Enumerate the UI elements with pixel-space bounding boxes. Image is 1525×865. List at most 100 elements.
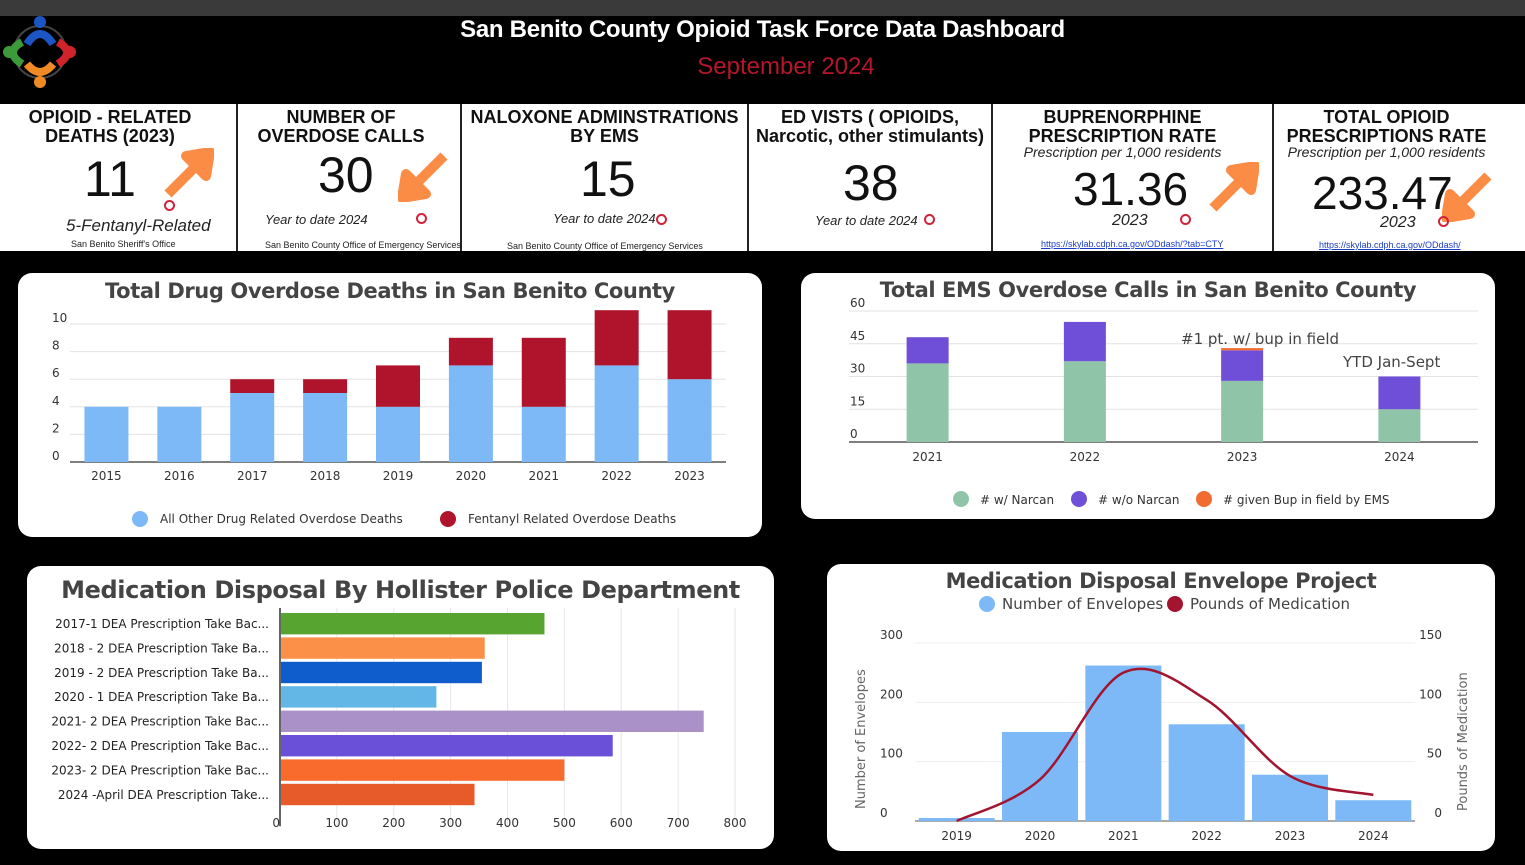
y-tick-label: 0 [52, 449, 60, 463]
chart-title: Medication Disposal By Hollister Police … [61, 576, 740, 604]
bar-other [667, 379, 712, 462]
bar-envelopes [1085, 665, 1162, 821]
info-dot-icon[interactable] [656, 214, 667, 225]
x-tick-label: 600 [610, 816, 633, 830]
info-dot-icon[interactable] [1180, 214, 1191, 225]
bar-other [303, 393, 348, 462]
y-category-label: 2020 - 1 DEA Prescription Take Ba... [54, 690, 269, 704]
y-tick-label: 200 [880, 687, 903, 701]
y-tick-label: 10 [52, 311, 67, 325]
x-tick-label: 2023 [674, 469, 705, 483]
bar-fentanyl [303, 379, 348, 393]
kpi-sublabel: Prescription per 1,000 residents [1023, 144, 1222, 160]
x-tick-label: 2021 [1108, 829, 1139, 843]
bar [281, 735, 613, 757]
trend-down-arrow-icon [398, 152, 448, 202]
annotation-ytd: YTD Jan-Sept [1342, 353, 1440, 371]
trend-down-arrow-icon [1442, 172, 1492, 222]
kpi-total-opioid: TOTAL OPIOID PRESCRIPTIONS RATE Prescrip… [1274, 104, 1525, 251]
bar-segment-2 [1221, 348, 1264, 351]
legend-label: Fentanyl Related Overdose Deaths [468, 512, 676, 526]
x-tick-label: 300 [439, 816, 462, 830]
kpi-note: Year to date 2024 [815, 213, 918, 228]
y2-tick-label: 0 [1434, 806, 1442, 820]
bar-envelopes [1335, 800, 1412, 821]
kpi-note: 2023 [1112, 212, 1148, 229]
kpi-label: OPIOID - RELATED DEATHS (2023) [28, 107, 192, 146]
kpi-value: 31.36 [1073, 163, 1189, 215]
bar-fentanyl [230, 379, 275, 393]
kpi-source-link[interactable]: https://skylab.cdph.ca.gov/ODdash/?tab=C… [1041, 239, 1224, 249]
y-tick-label: 0 [850, 427, 858, 441]
y-category-label: 2021- 2 DEA Prescription Take Bac... [51, 715, 269, 729]
kpi-label: BUPRENORPHINE PRESCRIPTION RATE [1028, 107, 1217, 146]
x-tick-label: 2024 [1384, 450, 1415, 464]
y2-tick-label: 100 [1419, 687, 1442, 701]
bar-fentanyl [521, 337, 566, 407]
bar-other [157, 406, 202, 462]
bar-other [448, 365, 493, 462]
y-category-label: 2023- 2 DEA Prescription Take Bac... [51, 763, 269, 777]
bar-other [230, 393, 275, 462]
y-tick-label: 6 [52, 366, 60, 380]
chart-title: Medication Disposal Envelope Project [945, 569, 1377, 593]
kpi-source-link[interactable]: https://skylab.cdph.ca.gov/ODdash/ [1319, 240, 1461, 250]
info-dot-icon[interactable] [164, 200, 175, 211]
bar [281, 710, 704, 732]
bar-fentanyl [667, 310, 712, 380]
legend-label: # w/ Narcan [980, 493, 1054, 507]
bar-segment-1 [906, 337, 949, 364]
x-tick-label: 2022 [601, 469, 632, 483]
bar-segment-1 [1063, 321, 1106, 362]
bar-envelopes [1252, 774, 1328, 821]
hpd-disposal-chart: 0 100 200 300 400 500 600 700 800 2017-1 DEA Pres… [51, 608, 746, 830]
task-force-logo [3, 16, 76, 88]
legend-label: Number of Envelopes [1002, 595, 1163, 613]
y-category-label: 2022- 2 DEA Prescription Take Bac... [51, 739, 269, 753]
hpd-disposal-card: Medication Disposal By Hollister Police … [27, 566, 774, 849]
kpi-note: 2023 [1380, 214, 1416, 231]
bar-segment-1 [1221, 350, 1264, 381]
chart-title: Total EMS Overdose Calls in San Benito C… [879, 278, 1417, 302]
x-tick-label: 2017 [237, 469, 268, 483]
x-tick-label: 2020 [456, 469, 487, 483]
legend-marker [1167, 596, 1183, 612]
kpi-value: 11 [84, 151, 136, 207]
bar [281, 759, 565, 781]
x-tick-label: 400 [496, 816, 519, 830]
bar-segment-0 [1063, 361, 1106, 442]
legend-marker [132, 511, 148, 527]
x-tick-label: 200 [382, 816, 405, 830]
bar-other [84, 406, 129, 462]
chart-title: Total Drug Overdose Deaths in San Benito… [105, 279, 675, 303]
line-pounds-medication [956, 667, 1374, 823]
kpi-source: San Benito County Office of Emergency Se… [265, 240, 461, 250]
overdose-deaths-card: Total Drug Overdose Deaths in San Benito… [18, 273, 762, 537]
legend-marker [953, 491, 969, 507]
bar-fentanyl [448, 337, 493, 366]
browser-top-strip [0, 0, 1525, 16]
x-tick-label: 2020 [1025, 829, 1056, 843]
x-tick-label: 2019 [941, 829, 972, 843]
y-tick-label: 30 [850, 362, 865, 376]
kpi-note: 5-Fentanyl-Related [66, 216, 211, 235]
bar [281, 783, 475, 806]
y-category-label: 2018 - 2 DEA Prescription Take Ba... [54, 641, 269, 655]
x-tick-label: 700 [667, 816, 690, 830]
legend-label: # given Bup in field by EMS [1223, 493, 1390, 507]
bar-other [594, 365, 639, 462]
kpi-label: TOTAL OPIOID PRESCRIPTIONS RATE [1286, 107, 1487, 146]
dashboard-title: San Benito County Opioid Task Force Data… [460, 16, 1065, 43]
y2-tick-label: 150 [1419, 628, 1442, 642]
kpi-value: 15 [580, 151, 636, 207]
kpi-opioid-deaths: OPIOID - RELATED DEATHS (2023) 11 5-Fent… [0, 104, 238, 251]
x-tick-label: 2016 [164, 469, 195, 483]
kpi-label: ED VISTS ( OPIOIDS, Narcotic, other stim… [755, 107, 985, 146]
info-dot-icon[interactable] [416, 213, 427, 224]
kpi-label: NUMBER OF OVERDOSE CALLS [257, 107, 425, 146]
info-dot-icon[interactable] [1438, 216, 1449, 227]
bar-envelopes [918, 818, 995, 821]
bar-segment-0 [906, 363, 949, 442]
x-tick-label: 2019 [383, 469, 414, 483]
info-dot-icon[interactable] [924, 214, 935, 225]
